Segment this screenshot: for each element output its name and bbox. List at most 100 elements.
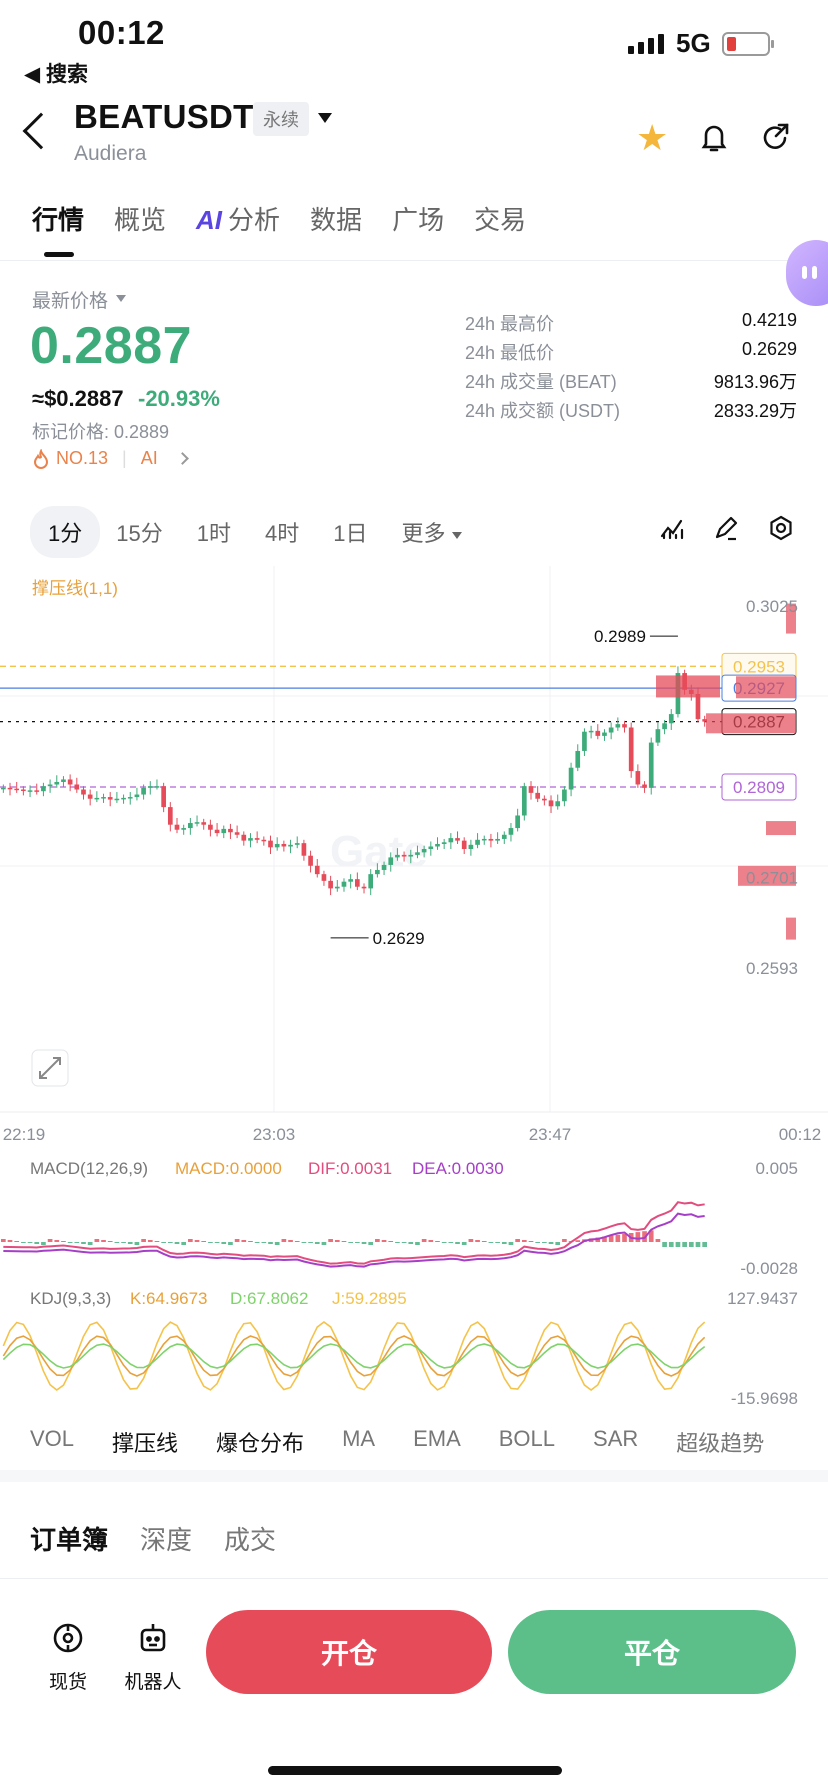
star-icon[interactable]: ★: [636, 117, 669, 158]
candle-body: [562, 789, 567, 802]
candle-body: [67, 779, 73, 785]
candle-body: [421, 849, 427, 853]
pair-symbol[interactable]: BEATUSDT: [74, 98, 254, 135]
macd-bar: [695, 1242, 701, 1247]
tab-trades[interactable]: 成交: [224, 1525, 277, 1555]
bot-button[interactable]: 机器人: [120, 1620, 186, 1694]
candle-body: [254, 838, 260, 840]
rank-row[interactable]: NO.13 | AI: [32, 448, 189, 469]
macd-bar: [7, 1240, 13, 1242]
stat-value: 9813.96万: [713, 372, 797, 392]
macd-bar: [47, 1239, 53, 1242]
tab-data[interactable]: 数据: [310, 205, 363, 235]
macd-bar: [261, 1242, 267, 1243]
bot-label: 机器人: [124, 1672, 182, 1693]
macd-bar: [94, 1239, 100, 1242]
ind-sar[interactable]: SAR: [593, 1426, 639, 1451]
macd-bar: [475, 1240, 480, 1242]
fullscreen-icon[interactable]: [31, 1049, 69, 1087]
ind-ma[interactable]: MA: [342, 1426, 376, 1451]
macd-bar: [395, 1242, 400, 1243]
ind-ema[interactable]: EMA: [413, 1426, 461, 1451]
share-icon[interactable]: [759, 120, 793, 159]
usd-price: ≈$0.2887: [32, 386, 124, 411]
candle-body: [281, 843, 287, 847]
macd-bar: [14, 1241, 20, 1242]
macd-bar: [501, 1242, 507, 1244]
candle-body: [501, 834, 507, 839]
ind-boll[interactable]: BOLL: [498, 1426, 556, 1451]
interval-4h[interactable]: 4时: [264, 521, 300, 546]
tab-analysis[interactable]: AI 分析: [196, 200, 280, 237]
candle-body: [521, 786, 527, 816]
macd-bar: [214, 1242, 220, 1243]
liquidation-bar: [656, 675, 720, 698]
ind-supertrend[interactable]: 超级趋势: [676, 1431, 765, 1456]
latest-price-dropdown-icon[interactable]: [116, 295, 126, 302]
ai-label: AI: [140, 448, 158, 468]
interval-15m[interactable]: 15分: [116, 521, 163, 546]
macd-bar: [575, 1240, 581, 1242]
ind-vol[interactable]: VOL: [30, 1426, 75, 1451]
macd-bar: [615, 1234, 621, 1242]
candle-body: [635, 771, 641, 785]
tab-market[interactable]: 行情: [32, 205, 85, 235]
draw-icon[interactable]: [712, 514, 740, 547]
macd-bar: [181, 1242, 187, 1245]
candle-body: [228, 828, 233, 833]
resistance-value: 0.2953: [733, 657, 785, 676]
candle-body: [314, 865, 320, 875]
candle-body: [308, 855, 313, 866]
back-icon[interactable]: [22, 112, 60, 150]
candle-body: [194, 822, 200, 824]
time-tick-label: 00:12: [779, 1125, 822, 1144]
candle-body: [602, 732, 607, 736]
macd-panel: MACD(12,26,9) MACD:0.0000 DIF:0.0031 DEA:0.…: [1, 1159, 798, 1278]
macd-bar: [61, 1241, 66, 1242]
close-position-button[interactable]: 平仓: [508, 1610, 796, 1694]
candle-body: [461, 840, 467, 850]
macd-bar: [248, 1241, 253, 1242]
macd-bar: [481, 1241, 487, 1242]
interval-1m[interactable]: 1分: [30, 506, 101, 558]
macd-bar: [167, 1242, 173, 1243]
spot-button[interactable]: 现货: [40, 1620, 96, 1694]
latest-price-label[interactable]: 最新价格: [32, 291, 109, 312]
interval-more[interactable]: 更多: [401, 516, 462, 548]
interval-1h[interactable]: 1时: [196, 521, 231, 546]
tab-orderbook[interactable]: 订单簿: [30, 1525, 109, 1555]
active-tab-indicator: [44, 252, 74, 257]
tab-trade[interactable]: 交易: [474, 205, 527, 235]
indicator-icon[interactable]: [658, 514, 686, 547]
macd-bar: [355, 1242, 360, 1243]
macd-bar: [274, 1242, 280, 1245]
pair-dropdown-icon[interactable]: [318, 113, 332, 123]
macd-bar: [495, 1242, 500, 1243]
indicator-label: 撑压线(1,1): [32, 579, 118, 598]
back-to-search[interactable]: ◀ 搜索: [24, 63, 88, 86]
liquidation-bar: [736, 676, 796, 699]
ind-liquidation[interactable]: 爆仓分布: [216, 1431, 305, 1456]
kdj-panel: KDJ(9,3,3) K:64.9673 D:67.8062 J:59.2895 127…: [2, 1289, 798, 1408]
candle-body: [294, 843, 300, 845]
settings-icon[interactable]: [767, 514, 795, 547]
tab-depth[interactable]: 深度: [140, 1525, 193, 1555]
candle-body: [121, 797, 126, 800]
candle-body: [495, 838, 500, 841]
macd-bar: [27, 1242, 33, 1243]
assistant-bubble-icon[interactable]: [786, 240, 828, 306]
tab-square[interactable]: 广场: [392, 205, 445, 235]
macd-bar: [234, 1239, 240, 1242]
interval-more-label: 更多: [401, 521, 446, 546]
open-position-button[interactable]: 开仓: [206, 1610, 492, 1694]
ind-support-resistance[interactable]: 撑压线: [112, 1431, 179, 1456]
low-label: 0.2629: [373, 929, 425, 948]
tab-overview[interactable]: 概览: [114, 205, 167, 235]
bell-icon[interactable]: [697, 120, 731, 159]
liquidation-bar: [786, 603, 796, 634]
candle-body: [208, 824, 213, 830]
k-line: [2, 1335, 706, 1377]
candle-body: [615, 724, 621, 728]
interval-1d[interactable]: 1日: [333, 521, 368, 546]
